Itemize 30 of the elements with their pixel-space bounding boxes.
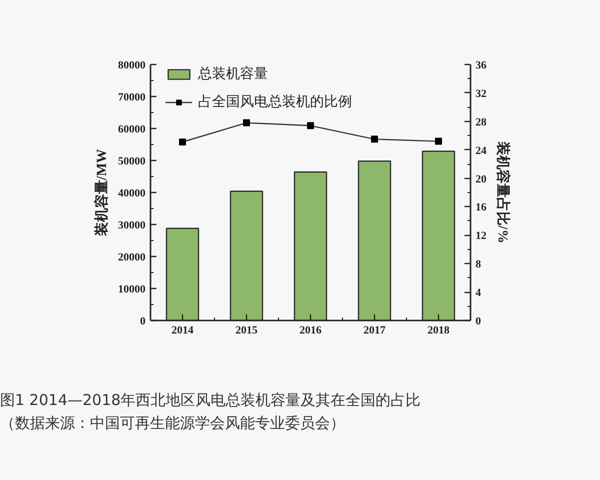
text: 图1 2014—2018年西北地区风电总装机容量及其在全国的占比 <box>0 390 421 409</box>
y2-tick-label: 32 <box>476 88 487 100</box>
text: （数据来源：中国可再生能源学会风能专业委员会） <box>0 413 345 432</box>
legend-label: 总装机容量 <box>198 65 268 83</box>
y-tick-label: 60000 <box>118 124 146 136</box>
y2-tick-label: 12 <box>476 230 487 242</box>
legend-label: 占全国风电总装机的比例 <box>198 94 352 111</box>
y-tick-label: 10000 <box>118 284 146 296</box>
y-tick-label: 0 <box>140 316 146 328</box>
y-tick-label: 30000 <box>118 220 146 232</box>
y-tick-label: 70000 <box>118 92 146 104</box>
y-axis-title: 装机容量/MW <box>93 148 110 238</box>
y2-tick-label: 4 <box>476 287 482 300</box>
y2-tick-label: 36 <box>476 60 487 72</box>
x-tick-label: 2014 <box>172 324 194 336</box>
x-tick-label: 2015 <box>236 324 258 336</box>
x-tick-label: 2017 <box>364 324 386 336</box>
x-tick-label: 2018 <box>428 324 450 336</box>
x-tick-label: 2016 <box>300 324 322 336</box>
y2-tick-label: 0 <box>476 316 482 328</box>
y2-axis-title: 装机容量占比/% <box>494 140 512 244</box>
y2-tick-label: 20 <box>476 173 487 186</box>
y2-tick-label: 24 <box>476 144 487 157</box>
y-tick-label: 40000 <box>118 188 146 200</box>
y2-tick-label: 8 <box>476 258 482 271</box>
y-tick-label: 50000 <box>118 156 146 168</box>
y-tick-label: 20000 <box>118 252 146 264</box>
y-tick-label: 80000 <box>118 60 146 72</box>
y2-tick-label: 28 <box>476 116 487 128</box>
y2-tick-label: 16 <box>476 202 487 214</box>
